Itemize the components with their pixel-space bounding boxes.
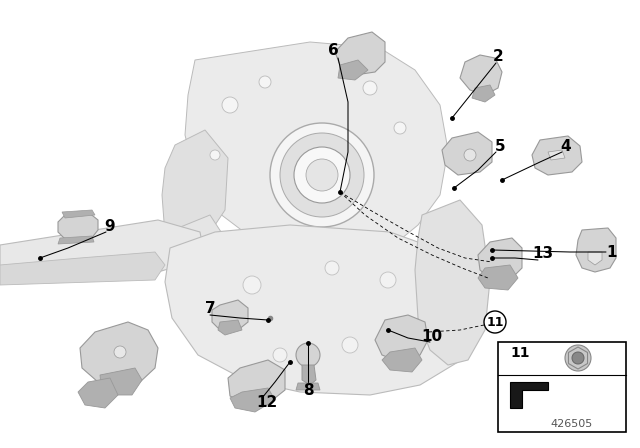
Polygon shape — [58, 212, 98, 242]
Polygon shape — [532, 136, 582, 175]
Text: 10: 10 — [421, 328, 443, 344]
Polygon shape — [338, 60, 368, 80]
Circle shape — [464, 149, 476, 161]
Polygon shape — [185, 42, 448, 258]
Circle shape — [484, 311, 506, 333]
Polygon shape — [165, 225, 472, 395]
Polygon shape — [548, 150, 565, 160]
Circle shape — [325, 261, 339, 275]
Circle shape — [273, 348, 287, 362]
Text: 4: 4 — [561, 138, 572, 154]
Polygon shape — [230, 388, 275, 412]
Polygon shape — [472, 85, 495, 102]
Polygon shape — [415, 200, 490, 365]
Polygon shape — [0, 220, 205, 272]
Polygon shape — [228, 360, 285, 405]
Polygon shape — [588, 252, 602, 265]
Circle shape — [294, 147, 350, 203]
Circle shape — [394, 122, 406, 134]
Circle shape — [210, 150, 220, 160]
Polygon shape — [442, 132, 492, 175]
Circle shape — [572, 352, 584, 364]
Polygon shape — [212, 300, 248, 330]
Polygon shape — [78, 378, 118, 408]
Text: 11: 11 — [486, 315, 504, 328]
Circle shape — [296, 343, 320, 367]
Text: 13: 13 — [532, 246, 554, 260]
Circle shape — [280, 133, 364, 217]
Circle shape — [222, 97, 238, 113]
Circle shape — [380, 272, 396, 288]
Text: 12: 12 — [257, 395, 278, 409]
Circle shape — [114, 346, 126, 358]
Text: 2: 2 — [493, 48, 504, 64]
Polygon shape — [162, 130, 228, 255]
Circle shape — [342, 337, 358, 353]
Polygon shape — [218, 320, 242, 335]
Circle shape — [413, 318, 427, 332]
Polygon shape — [478, 238, 522, 280]
Polygon shape — [375, 315, 428, 362]
Polygon shape — [302, 365, 316, 385]
Text: 426505: 426505 — [551, 419, 593, 429]
Circle shape — [363, 81, 377, 95]
Polygon shape — [478, 265, 518, 290]
Circle shape — [565, 345, 591, 371]
Polygon shape — [0, 252, 165, 285]
Circle shape — [270, 123, 374, 227]
Polygon shape — [62, 210, 95, 218]
Polygon shape — [100, 368, 142, 395]
Text: 7: 7 — [205, 301, 215, 315]
Circle shape — [243, 276, 261, 294]
Polygon shape — [460, 55, 502, 95]
Polygon shape — [335, 32, 385, 75]
Polygon shape — [178, 215, 225, 265]
Circle shape — [259, 76, 271, 88]
Text: 1: 1 — [607, 245, 617, 259]
Text: 6: 6 — [328, 43, 339, 57]
Polygon shape — [296, 383, 320, 390]
Bar — [498, 342, 626, 432]
Text: 5: 5 — [495, 138, 506, 154]
Polygon shape — [510, 382, 548, 408]
Polygon shape — [58, 236, 94, 244]
Polygon shape — [382, 348, 422, 372]
Text: 9: 9 — [105, 219, 115, 233]
Text: 11: 11 — [510, 346, 529, 360]
Circle shape — [306, 159, 338, 191]
Text: 8: 8 — [303, 383, 314, 397]
Polygon shape — [576, 228, 616, 272]
Polygon shape — [80, 322, 158, 388]
